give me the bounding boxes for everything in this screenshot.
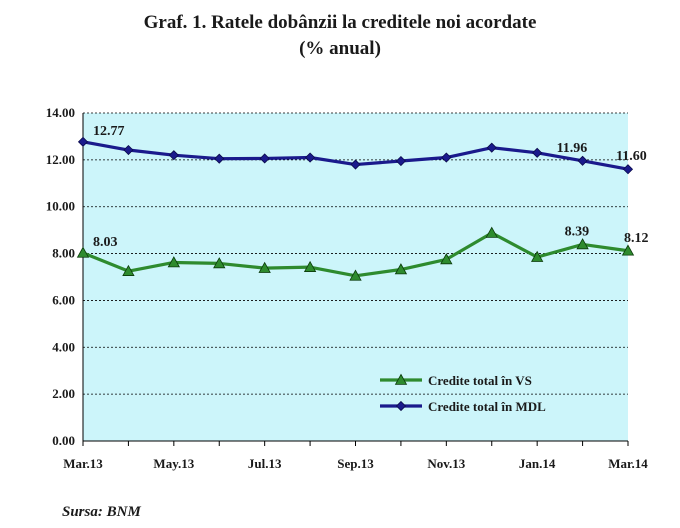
y-tick-label: 6.00 — [52, 292, 75, 307]
data-label: 8.39 — [565, 224, 590, 239]
data-point — [485, 226, 498, 238]
legend-marker — [395, 400, 407, 412]
data-label: 11.60 — [616, 149, 647, 164]
chart-title-line2: (% anual) — [299, 38, 381, 59]
data-point — [530, 250, 544, 262]
x-tick-label: May.13 — [153, 456, 194, 471]
data-point — [350, 159, 361, 170]
data-point — [259, 153, 270, 164]
x-tick-label: Jan.14 — [519, 456, 556, 471]
legend-marker — [394, 373, 408, 385]
data-point — [349, 269, 362, 281]
data-point — [303, 260, 317, 272]
source-note: Sursa: BNM — [62, 504, 141, 520]
data-point — [395, 155, 406, 167]
data-point — [440, 253, 453, 265]
y-tick-label: 10.00 — [46, 199, 75, 214]
data-point — [168, 150, 179, 161]
y-tick-label: 0.00 — [52, 433, 75, 448]
x-tick-label: Sep.13 — [337, 456, 374, 471]
legend-label: Credite total în VS — [428, 373, 532, 388]
data-label: 8.03 — [93, 235, 118, 250]
y-tick-label: 2.00 — [52, 386, 75, 401]
data-point — [486, 142, 497, 153]
chart-title: Graf. 1. Ratele dobânzii la creditele no… — [0, 10, 680, 62]
data-point — [77, 136, 89, 147]
data-label: 11.96 — [557, 141, 588, 156]
data-point — [305, 152, 316, 163]
data-point — [167, 256, 181, 268]
data-label: 12.77 — [93, 124, 125, 139]
chart-title-line1: Graf. 1. Ratele dobânzii la creditele no… — [143, 12, 537, 33]
x-tick-label: Nov.13 — [427, 456, 465, 471]
data-point — [622, 164, 634, 175]
data-point — [532, 147, 543, 158]
y-tick-label: 12.00 — [46, 152, 75, 167]
data-label: 8.12 — [624, 231, 649, 246]
y-tick-label: 4.00 — [52, 339, 75, 354]
data-point — [621, 244, 635, 256]
x-tick-label: Jul.13 — [248, 456, 282, 471]
x-tick-label: Mar.13 — [63, 456, 103, 471]
data-point — [213, 257, 226, 269]
data-point — [214, 153, 225, 164]
legend-label: Credite total în MDL — [428, 399, 546, 414]
y-tick-label: 14.00 — [46, 105, 75, 120]
data-point — [577, 155, 588, 166]
data-point — [123, 144, 134, 156]
data-point — [441, 152, 452, 163]
x-tick-label: Mar.14 — [608, 456, 648, 471]
data-point — [394, 263, 408, 275]
data-point — [258, 261, 271, 273]
y-tick-label: 8.00 — [52, 246, 75, 261]
data-point — [76, 246, 90, 258]
data-point — [122, 264, 135, 276]
data-point — [576, 238, 589, 250]
